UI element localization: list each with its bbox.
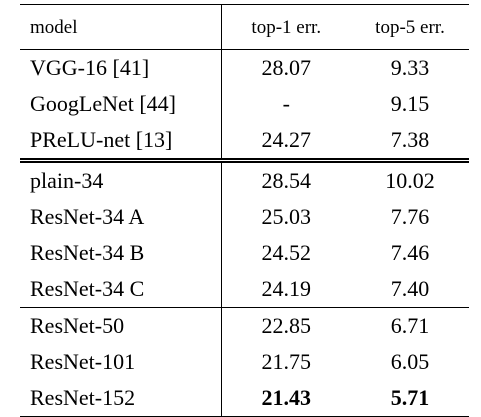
table-row: ResNet-34 A 25.03 7.76 <box>20 199 469 235</box>
top1-error-best: 21.43 <box>220 380 351 417</box>
model-name: VGG-16 [41] <box>30 55 150 80</box>
header-row: model top-1 err. top-5 err. <box>20 4 469 50</box>
top1-error: 24.52 <box>220 235 351 271</box>
table-row: ResNet-34 C 24.19 7.40 <box>20 271 469 308</box>
top1-error: - <box>220 86 351 122</box>
table-row: VGG-16 [41] 28.07 9.33 <box>20 49 469 86</box>
top1-error: 22.85 <box>220 307 351 344</box>
header-top5-error: top-5 err. <box>351 4 469 50</box>
top5-error: 10.02 <box>385 168 435 193</box>
top5-error: 6.71 <box>390 313 430 338</box>
table-row: PReLU-net [13] 24.27 7.38 <box>20 122 469 163</box>
model-name: ResNet-34 C <box>20 271 221 308</box>
model-name: ResNet-34 A <box>30 204 145 229</box>
top1-error: 21.75 <box>220 344 351 380</box>
top1-error: 28.07 <box>220 49 351 86</box>
model-name: ResNet-101 <box>30 349 136 374</box>
error-rates-table: model top-1 err. top-5 err. VGG-16 [41] … <box>20 4 469 417</box>
top1-error: 28.54 <box>220 160 351 199</box>
table-row: GoogLeNet [44] - 9.15 <box>20 86 469 122</box>
header-top1-error: top-1 err. <box>220 4 351 50</box>
top5-error: 7.46 <box>390 240 430 265</box>
top1-error: 24.19 <box>220 271 351 308</box>
table-row: ResNet-101 21.75 6.05 <box>20 344 469 380</box>
model-name: PReLU-net [13] <box>20 122 221 163</box>
top1-error: 25.03 <box>220 199 351 235</box>
table-row: plain-34 28.54 10.02 <box>20 160 469 199</box>
model-name: plain-34 <box>30 168 104 193</box>
top5-error: 9.33 <box>390 55 430 80</box>
model-name: ResNet-152 <box>20 380 221 417</box>
header-model: model <box>20 4 221 50</box>
top5-error: 9.15 <box>390 91 430 116</box>
top5-error: 7.76 <box>390 204 430 229</box>
top5-error-best: 5.71 <box>351 380 469 417</box>
model-name: GoogLeNet [44] <box>30 91 177 116</box>
top5-error: 7.38 <box>351 122 469 163</box>
top5-error: 6.05 <box>390 349 430 374</box>
top5-error: 7.40 <box>351 271 469 308</box>
table-row: ResNet-34 B 24.52 7.46 <box>20 235 469 271</box>
model-name: ResNet-34 B <box>30 240 145 265</box>
top1-error: 24.27 <box>220 122 351 163</box>
table-row: ResNet-50 22.85 6.71 <box>20 307 469 344</box>
model-name: ResNet-50 <box>30 313 125 338</box>
table-row: ResNet-152 21.43 5.71 <box>20 380 469 417</box>
